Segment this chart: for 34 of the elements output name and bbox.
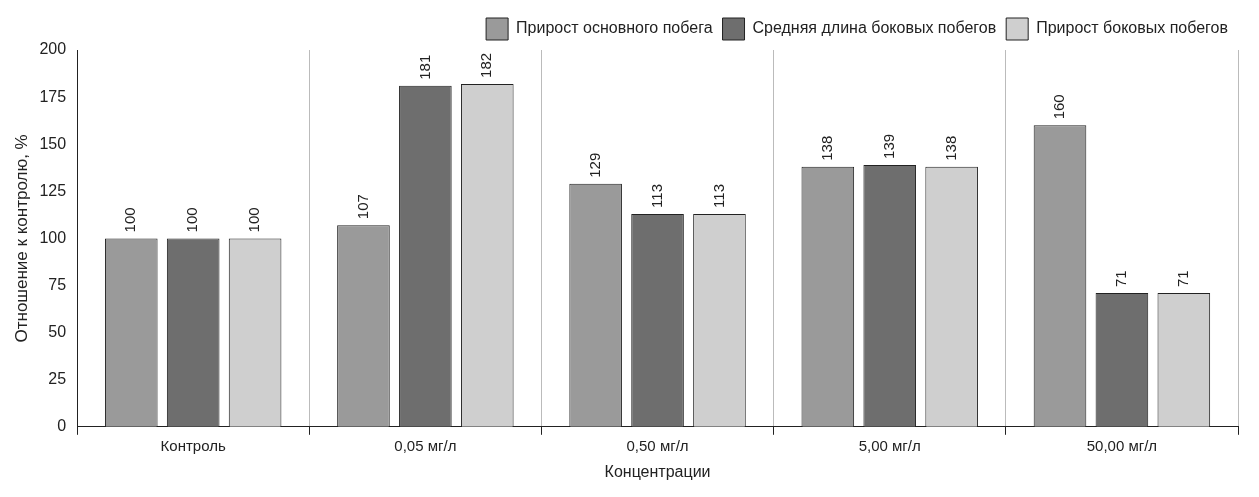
x-tick-label: 50,00 мг/л <box>1086 436 1158 454</box>
x-tick-label: 0,50 мг/л <box>626 436 689 454</box>
data-label: 100 <box>121 207 139 233</box>
x-tick-label: 5,00 мг/л <box>858 436 921 454</box>
y-tick-label: 175 <box>39 87 67 105</box>
data-label: 139 <box>879 133 897 159</box>
legend-label: Прирост основного побега <box>516 19 713 37</box>
y-tick-label: 150 <box>39 134 67 152</box>
x-tick-label: Контроль <box>160 436 226 454</box>
data-label: 138 <box>941 135 959 161</box>
data-label: 113 <box>709 183 727 208</box>
y-tick-label: 100 <box>39 228 67 246</box>
y-tick-label: 125 <box>39 181 67 199</box>
data-label: 129 <box>585 152 603 178</box>
data-label: 138 <box>817 135 835 161</box>
data-label: 182 <box>477 52 495 78</box>
data-label: 71 <box>1112 270 1130 288</box>
legend-label: Средняя длина боковых побегов <box>752 19 997 37</box>
data-label: 160 <box>1050 94 1068 120</box>
legend-label: Прирост боковых побегов <box>1036 19 1229 37</box>
y-tick-label: 0 <box>57 417 67 435</box>
y-tick-label: 75 <box>48 275 67 293</box>
x-axis-title: Концентрации <box>604 462 711 480</box>
data-label: 100 <box>183 207 201 233</box>
y-axis-title: Отношение к контролю, % <box>11 134 31 343</box>
y-tick-label: 50 <box>48 323 67 341</box>
data-label: 107 <box>353 194 371 220</box>
data-label: 71 <box>1173 270 1191 288</box>
y-tick-label: 25 <box>48 370 67 388</box>
x-tick-label: 0,05 мг/л <box>394 436 457 454</box>
data-label: 113 <box>647 183 665 208</box>
data-label: 181 <box>415 54 433 80</box>
y-tick-label: 200 <box>39 40 67 58</box>
data-label: 100 <box>245 207 263 233</box>
